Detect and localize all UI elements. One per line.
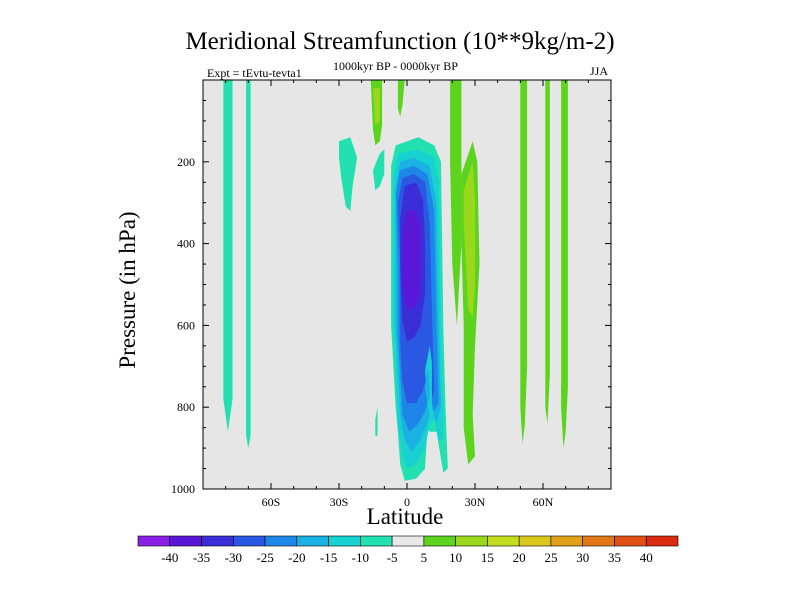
x-tick-label: 60S [262,495,281,509]
x-tick-label: 30N [465,495,486,509]
contour-region-21 [545,80,550,424]
contour-region-17 [450,80,462,326]
colorbar-swatch [582,535,615,547]
colorbar-swatch [423,535,456,547]
contour-region-20 [520,80,528,444]
x-tick-label: 0 [404,495,410,509]
colorbar-label: 15 [481,550,494,565]
contour-region-22 [561,80,568,449]
contour-region-2 [339,137,358,211]
colorbar-label: -30 [225,550,242,565]
contour-region-3 [373,149,385,191]
colorbar-swatch [328,535,361,547]
experiment-label: Expt = tEvtu-tevta1 [207,66,302,80]
x-axis-label: Latitude [366,504,444,529]
y-tick-label: 1000 [171,482,195,496]
colorbar-label: -10 [352,550,369,565]
colorbar-label: 40 [640,550,653,565]
colorbar-swatch [201,535,234,547]
colorbar-label: -35 [193,550,210,565]
colorbar-label: 5 [421,550,428,565]
y-tick-label: 600 [177,318,195,332]
contour-region-0 [223,80,233,432]
colorbar-label: -5 [387,550,398,565]
contour-regions [223,80,568,481]
colorbar-label: -15 [320,550,337,565]
colorbar-swatch [455,535,488,547]
colorbar-swatch [487,535,520,547]
colorbar: -40 -35 -30 -25 -20 -15 -10 -5 5 10 15 20 25 30 35 40 [137,535,679,565]
x-tick-label: 30S [330,495,349,509]
colorbar-swatch [614,535,647,547]
colorbar-swatch [645,535,679,547]
colorbar-swatch [518,535,552,547]
colorbar-swatch [264,535,298,547]
chart-title: Meridional Streamfunction (10**9kg/m-2) [185,28,615,55]
contour-region-13 [425,366,430,404]
colorbar-label: -40 [161,550,178,565]
colorbar-swatch [360,535,393,547]
colorbar-label: 10 [449,550,462,565]
colorbar-swatch [232,535,266,547]
colorbar-label: 35 [608,550,621,565]
contour-region-4 [375,407,378,436]
colorbar-swatch [391,535,425,547]
contour-region-1 [246,80,251,449]
season-label: JJA [590,64,609,78]
y-axis-ticks: 200 400 600 800 1000 [171,79,611,496]
y-tick-label: 800 [177,400,195,414]
y-tick-label: 400 [177,237,195,251]
contour-region-19 [463,161,475,318]
colorbar-label: -20 [288,550,305,565]
colorbar-swatch [169,535,202,547]
x-tick-label: 60N [533,495,554,509]
contour-region-15 [373,88,380,125]
colorbar-swatch [137,535,171,547]
colorbar-label: 25 [544,550,557,565]
contour-region-16 [397,80,405,117]
colorbar-swatch [296,535,329,547]
x-axis-ticks: 60S 30S 0 30N 60N [202,80,612,509]
colorbar-swatch [550,535,584,547]
colorbar-label: 20 [513,550,526,565]
colorbar-label: 30 [576,550,589,565]
colorbar-label: -25 [256,550,273,565]
y-tick-label: 200 [177,155,195,169]
contour-region-11 [402,210,421,309]
chart-subtitle: 1000kyr BP - 0000kyr BP [333,59,458,73]
